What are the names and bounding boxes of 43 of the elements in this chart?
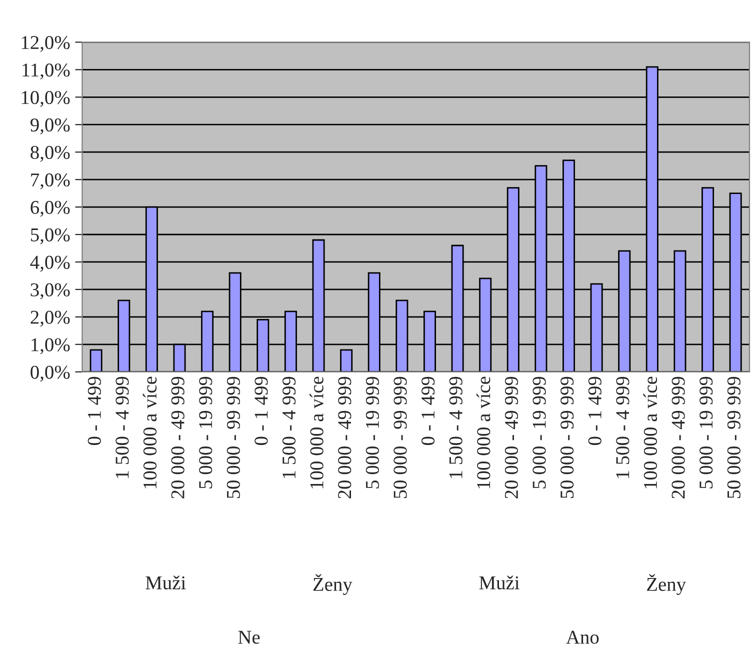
y-tick-label: 1,0%	[32, 338, 70, 354]
x-tick-label: 5 000 - 19 999	[700, 376, 713, 488]
y-tick-label: 3,0%	[30, 283, 70, 300]
y-tick-label: 12,0%	[22, 36, 70, 52]
x-tick-label: 0 - 1 499	[88, 376, 101, 445]
text: Ano	[566, 630, 599, 644]
y-tick-label: 4,0%	[30, 256, 70, 272]
x-tick-label: 100 000 a více	[142, 376, 157, 488]
x-tick-label: 20 000 - 49 999	[504, 376, 518, 498]
text: Ne	[238, 630, 260, 644]
y-tick-label: 2,0%	[30, 310, 70, 327]
x-tick-label: 20 000 - 49 999	[171, 376, 184, 498]
text: Ženy	[647, 574, 686, 595]
x-tick-label: 1 500 - 4 999	[282, 376, 296, 478]
text: Muži	[479, 576, 520, 590]
y-tick-label: 11,0%	[22, 63, 70, 80]
x-tick-label: 5 000 - 19 999	[532, 376, 546, 488]
x-tick-label: 100 000 a více	[643, 376, 658, 488]
x-tick-label: 1 500 - 4 999	[616, 376, 630, 478]
x-tick-label: 20 000 - 49 999	[338, 376, 352, 498]
x-tick-label: 50 000 - 99 999	[226, 376, 240, 498]
x-tick-label: 0 - 1 499	[421, 376, 435, 445]
x-tick-label: 50 000 - 99 999	[560, 376, 574, 498]
y-tick-label: 5,0%	[31, 228, 70, 244]
y-tick-label: 8,0%	[30, 146, 70, 162]
text: Ženy	[313, 574, 352, 595]
y-tick-label: 6,0%	[30, 200, 70, 217]
text: Muži	[146, 576, 186, 590]
x-tick-label: 0 - 1 499	[588, 376, 602, 445]
x-tick-label: 50 000 - 99 999	[394, 376, 407, 498]
x-tick-label: 100 000 a více	[310, 376, 324, 488]
x-tick-label: 20 000 - 49 999	[672, 376, 685, 498]
x-tick-label: 1 500 - 4 999	[449, 376, 462, 478]
x-tick-label: 5 000 - 19 999	[199, 376, 212, 488]
y-tick-label: 0,0%	[30, 366, 70, 382]
x-tick-label: 50 000 - 99 999	[727, 376, 740, 498]
x-tick-label: 1 500 - 4 999	[116, 376, 129, 478]
y-tick-label: 10,0%	[22, 90, 70, 107]
x-tick-label: 100 000 a více	[476, 376, 490, 488]
y-tick-label: 7,0%	[31, 173, 70, 190]
y-tick-label: 9,0%	[30, 118, 70, 134]
x-tick-label: 5 000 - 19 999	[366, 376, 379, 488]
x-tick-label: 0 - 1 499	[254, 376, 268, 445]
